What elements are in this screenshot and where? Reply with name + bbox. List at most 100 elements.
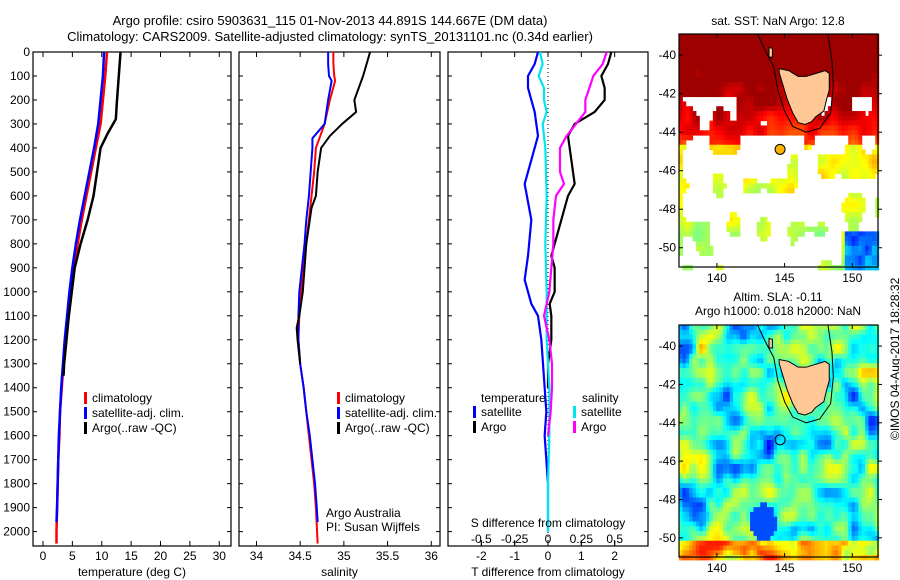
map-cell xyxy=(706,497,710,503)
map-cell xyxy=(746,550,751,556)
map-cell xyxy=(692,344,697,350)
map-cell xyxy=(861,531,866,537)
map-cell xyxy=(729,348,734,355)
map-cell xyxy=(706,392,710,398)
map-cell xyxy=(858,130,863,136)
map-cell xyxy=(743,363,748,369)
map-cell xyxy=(719,130,724,136)
map-cell xyxy=(807,516,812,523)
map-cell xyxy=(800,221,805,228)
map-cell xyxy=(716,492,721,499)
map-cell xyxy=(858,487,863,494)
map-cell xyxy=(750,425,754,431)
map-cell xyxy=(716,396,721,403)
map-cell xyxy=(777,464,782,470)
map-cell xyxy=(719,125,724,131)
series-line-temperature-satellite xyxy=(523,51,550,532)
map-cell xyxy=(766,555,771,561)
map-cell xyxy=(756,86,761,93)
map-cell xyxy=(750,353,754,360)
map-cell xyxy=(851,120,856,126)
map-cell xyxy=(848,468,853,475)
map-cell xyxy=(854,43,859,49)
map-cell xyxy=(716,516,721,523)
map-cell xyxy=(810,492,815,499)
map-cell xyxy=(756,382,761,388)
map-cell xyxy=(729,516,734,523)
map-cell xyxy=(875,96,880,102)
map-cell xyxy=(800,67,805,74)
map-cell xyxy=(753,372,758,379)
map-cell xyxy=(750,406,754,412)
map-cell xyxy=(794,555,798,561)
map-cell xyxy=(875,550,880,556)
map-cell xyxy=(685,77,690,83)
map-cell xyxy=(794,516,798,523)
map-cell xyxy=(851,425,856,431)
map-cell xyxy=(743,507,748,513)
map-cell xyxy=(787,401,792,407)
map-cell xyxy=(868,507,873,513)
map-cell xyxy=(750,420,754,427)
map-cell xyxy=(750,416,754,422)
map-cell xyxy=(868,406,873,412)
map-cell xyxy=(841,207,846,213)
map-cell xyxy=(699,48,704,54)
map-cell xyxy=(875,425,880,431)
map-cell xyxy=(865,507,870,513)
map-cell xyxy=(821,555,826,561)
map-cell xyxy=(679,183,683,189)
map-cell xyxy=(685,401,690,407)
map-cell xyxy=(750,363,754,369)
map-cell xyxy=(838,444,842,451)
map-cell xyxy=(868,531,873,537)
map-cell xyxy=(868,38,873,45)
map-cell xyxy=(685,53,690,59)
difference-panel: -2 -1 0 1 2-0.5 -0.25 0 0.25 0.5S difference fro… xyxy=(447,51,649,579)
map-cell xyxy=(733,226,738,232)
map-cell xyxy=(858,325,863,331)
map-cell xyxy=(810,339,815,345)
map-cell xyxy=(773,420,778,427)
map-cell xyxy=(729,130,734,136)
x-tick-label: 10 xyxy=(95,549,109,563)
map-cell xyxy=(783,435,788,441)
map-cell xyxy=(827,555,832,561)
map-cell xyxy=(854,67,859,74)
map-cell xyxy=(777,58,782,64)
map-cell xyxy=(743,67,748,74)
map-cell xyxy=(841,353,846,360)
map-cell xyxy=(875,120,880,126)
map-cell xyxy=(875,511,880,518)
map-cell xyxy=(699,492,704,499)
map-cell xyxy=(736,382,741,388)
map-cell xyxy=(685,329,690,336)
map-cell xyxy=(743,120,748,126)
map-cell xyxy=(733,492,738,499)
map-cell xyxy=(854,53,859,59)
map-cell xyxy=(706,334,710,340)
map-cell xyxy=(871,444,876,451)
map-cell xyxy=(848,48,853,54)
map-cell xyxy=(699,435,704,441)
map-cell xyxy=(729,420,734,427)
map-cell xyxy=(685,86,690,93)
map-cell xyxy=(766,34,771,40)
map-cell xyxy=(726,502,731,508)
map-cell xyxy=(861,62,866,69)
map-cell xyxy=(719,120,724,126)
map-cell xyxy=(827,67,832,74)
map-cell xyxy=(756,555,761,561)
map-cell xyxy=(753,339,758,345)
map-cell xyxy=(692,325,697,331)
map-cell xyxy=(841,111,846,117)
map-cell xyxy=(800,325,805,331)
map-cell xyxy=(831,483,836,489)
map-cell xyxy=(858,411,863,417)
map-cell xyxy=(766,535,771,542)
map-cell xyxy=(695,72,700,78)
map-cell xyxy=(682,358,687,364)
map-cell xyxy=(851,91,856,98)
map-cell xyxy=(722,48,727,54)
map-cell xyxy=(692,550,697,556)
